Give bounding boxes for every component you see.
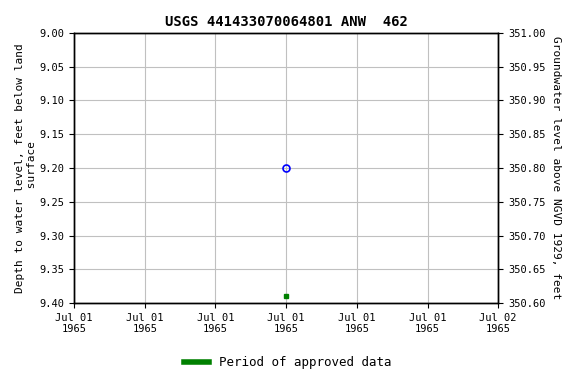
Y-axis label: Groundwater level above NGVD 1929, feet: Groundwater level above NGVD 1929, feet	[551, 36, 561, 300]
Legend: Period of approved data: Period of approved data	[179, 351, 397, 374]
Y-axis label: Depth to water level, feet below land
 surface: Depth to water level, feet below land su…	[15, 43, 37, 293]
Title: USGS 441433070064801 ANW  462: USGS 441433070064801 ANW 462	[165, 15, 408, 29]
